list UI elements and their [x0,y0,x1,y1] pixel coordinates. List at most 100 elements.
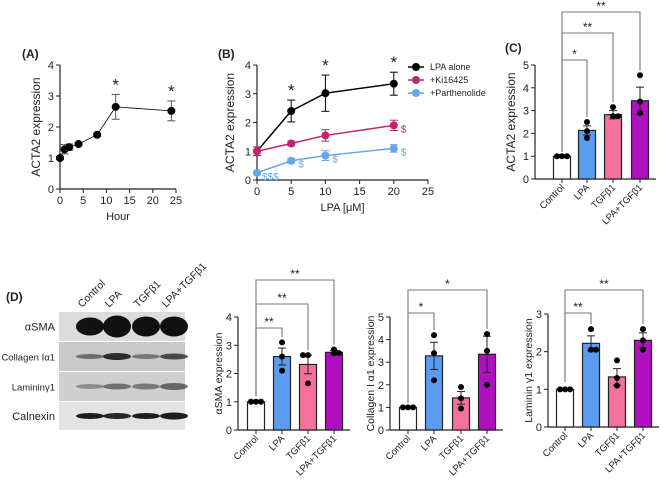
x-tick-label: Control [541,430,570,459]
data-point [321,131,330,140]
y-tick-label: 2 [48,122,54,134]
data-point [253,147,261,156]
x-tick-label: 25 [422,186,434,198]
x-tick-label: 15 [123,195,135,207]
bar [552,155,572,180]
y-tick-label: 4 [523,83,529,95]
protein-band [160,383,188,390]
replicate-point [610,104,616,111]
x-tick-label: LPA [576,430,596,450]
replicate-point [305,380,311,387]
significance-label: * [390,53,397,72]
replicate-point [584,128,590,135]
data-point [167,106,176,115]
replicate-point [431,350,437,357]
replicate-point [305,352,311,359]
replicate-point [557,386,563,393]
series-line [256,82,394,152]
replicate-point [405,404,411,411]
replicate-point [484,381,490,388]
legend-marker [412,89,420,97]
data-point [389,144,398,153]
protein-band [76,317,104,336]
x-tick-label: 20 [147,195,159,207]
protein-band [160,412,188,420]
replicate-point [336,350,342,357]
replicate-point [300,352,306,359]
replicate-point [253,398,259,405]
data-point [253,168,261,177]
y-axis-label: ACTA2 expression [223,73,237,172]
significance-label: * [572,47,577,61]
y-tick-label: 3 [523,106,529,118]
y-tick-label: 1 [226,397,232,409]
protein-band [160,316,188,337]
replicate-point [640,326,646,333]
significance-label: ** [596,0,606,13]
replicate-point [410,404,416,411]
bar [603,114,623,180]
panel-label: (D) [6,290,23,304]
y-tick-label: 0 [523,174,529,186]
replicate-point [554,153,560,160]
bar [581,342,601,428]
y-tick-label: 2 [378,380,384,392]
x-tick-label: 5 [80,195,86,207]
panel-label: (B) [218,47,235,61]
x-tick-label: 10 [100,195,112,207]
y-tick-label: 0 [48,184,54,196]
x-tick-label: LPA [572,182,592,202]
lane-label: LPA [103,288,125,310]
x-tick-label: 5 [288,186,294,198]
legend-marker [412,63,420,71]
protein-band [132,383,160,390]
significance-label: $ [401,147,407,158]
replicate-point [258,398,264,405]
significance-label: ** [290,267,300,281]
bar [324,351,344,431]
replicate-point [584,134,590,141]
protein-band [103,413,131,419]
replicate-point [610,113,616,120]
significance-label: * [288,81,295,100]
legend-label: +Ki16425 [430,75,468,85]
chart-1: (B) 0 1 2 3 4 ACTA2 expression 0 5 10 15 20 25 LPA [μ… [218,47,486,214]
replicate-point [248,398,254,405]
row-label: Lamininγ1 [12,383,55,394]
legend-label: +Parthenolide [430,88,486,98]
replicate-point [559,153,565,160]
replicate-point [588,346,594,353]
y-axis-label: Collagen I α1 expression [365,315,377,431]
data-point [93,130,102,139]
y-tick-label: 0 [245,175,251,187]
lane-label: Control [76,278,108,310]
protein-band [132,316,160,337]
x-axis-label: LPA [μM] [320,202,364,214]
replicate-point [431,332,437,339]
significance-label: $ [298,160,304,171]
protein-band [103,315,131,338]
x-tick-label: 20 [388,186,400,198]
series-line [256,124,394,152]
bar [555,388,575,428]
bar [246,401,266,431]
chart-0: (A) 0 1 2 3 4 ACTA2 expression 0 5 10 15 20 25 Hour * * [22,47,182,223]
protein-band [132,413,160,419]
bar [633,339,653,428]
panel-label: (C) [505,41,522,55]
replicate-point [331,350,337,357]
x-tick-label: Control [538,182,567,211]
y-tick-label: 2 [523,128,529,140]
y-tick-label: 2 [536,347,542,359]
replicate-point [484,330,490,337]
significance-label: $$$ [262,172,279,183]
data-point [321,89,330,98]
x-tick-label: 25 [170,195,182,207]
x-tick-label: 15 [353,186,365,198]
y-tick-label: 2 [226,369,232,381]
replicate-point [279,353,285,360]
y-tick-label: 3 [226,340,232,352]
